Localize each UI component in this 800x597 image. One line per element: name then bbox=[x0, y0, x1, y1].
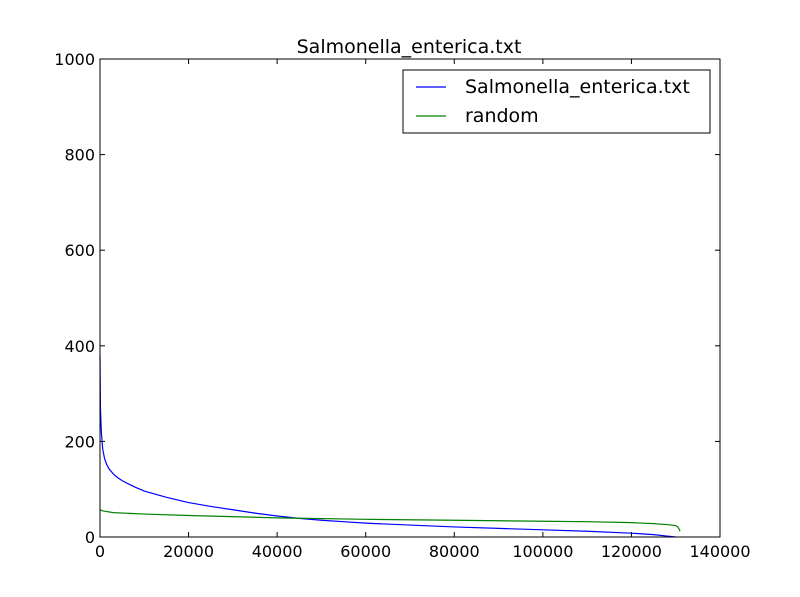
x-tick-label: 80000 bbox=[429, 542, 480, 561]
x-tick-label: 60000 bbox=[340, 542, 391, 561]
y-tick-label: 400 bbox=[64, 337, 95, 356]
series-line-1 bbox=[99, 509, 681, 532]
y-tick-label: 0 bbox=[85, 528, 95, 547]
y-tick-label: 1000 bbox=[54, 50, 95, 69]
x-tick-label: 140000 bbox=[689, 542, 750, 561]
x-tick-label: 100000 bbox=[512, 542, 573, 561]
y-tick-label: 600 bbox=[64, 241, 95, 260]
legend-label-random: random bbox=[465, 105, 539, 127]
legend: Salmonella_enterica.txt random bbox=[402, 69, 711, 134]
legend-box bbox=[402, 69, 711, 134]
plot-lines bbox=[99, 355, 681, 538]
y-tick-label: 800 bbox=[64, 146, 95, 165]
y-axis: 0 200 400 600 800 1000 bbox=[54, 50, 720, 547]
plot-frame bbox=[99, 58, 721, 538]
x-tick-label: 40000 bbox=[252, 542, 303, 561]
legend-label-salmonella: Salmonella_enterica.txt bbox=[465, 76, 690, 98]
x-axis: 0 20000 40000 60000 80000 100000 120000 140000 bbox=[95, 59, 751, 561]
x-tick-label: 20000 bbox=[163, 542, 214, 561]
series-line-0 bbox=[99, 355, 676, 538]
y-tick-label: 200 bbox=[64, 432, 95, 451]
x-tick-label: 0 bbox=[95, 542, 105, 561]
x-tick-label: 120000 bbox=[601, 542, 662, 561]
chart-title: Salmonella_enterica.txt bbox=[297, 36, 522, 58]
